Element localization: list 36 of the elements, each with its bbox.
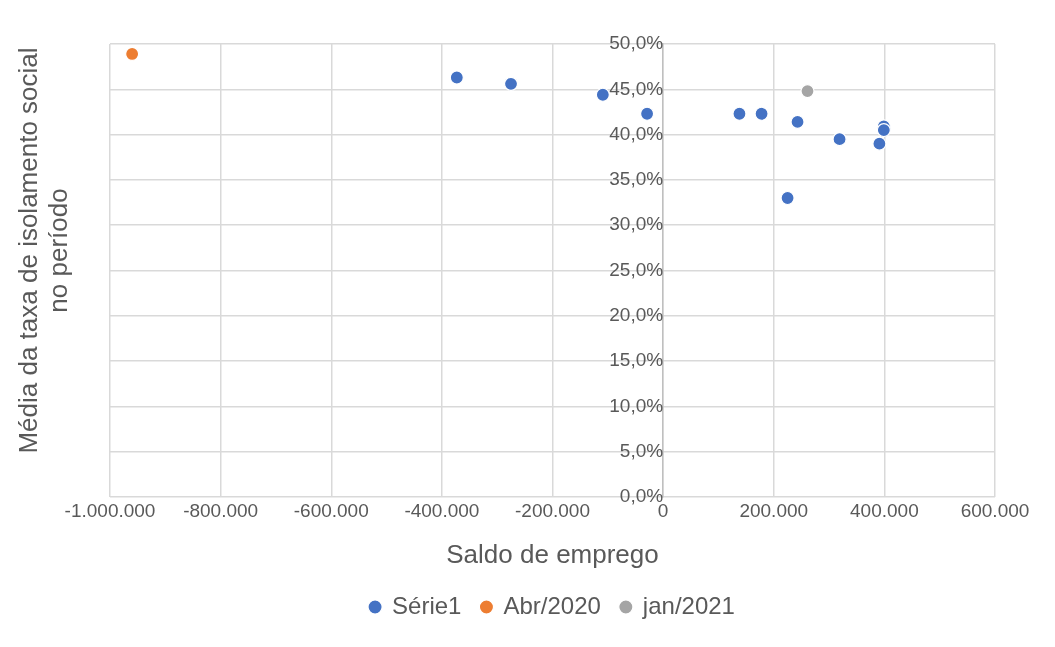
point bbox=[503, 76, 519, 91]
x-tick-label: 400.000 bbox=[850, 499, 919, 521]
x-axis-title: Saldo de emprego bbox=[446, 538, 659, 569]
y-tick-label: 15,0% bbox=[609, 349, 664, 371]
legend-label: Abr/2020 bbox=[503, 591, 601, 619]
y-tick-label: 35,0% bbox=[609, 168, 664, 190]
point bbox=[732, 106, 747, 121]
x-tick-label: -400.000 bbox=[404, 499, 480, 521]
legend-label: jan/2021 bbox=[641, 591, 735, 619]
point bbox=[754, 106, 769, 121]
point bbox=[595, 87, 610, 102]
y-tick-label: 10,0% bbox=[609, 394, 664, 416]
x-tick-label: -200.000 bbox=[514, 499, 591, 521]
y-tick-label: 50,0% bbox=[609, 32, 664, 54]
point bbox=[790, 114, 805, 130]
y-axis-title: Média da taxa de isolamento social no período bbox=[13, 47, 74, 454]
x-tick-label: 600.000 bbox=[960, 499, 1030, 521]
point bbox=[780, 190, 795, 206]
y-tick-label: 30,0% bbox=[609, 213, 664, 235]
point bbox=[872, 136, 887, 151]
x-tick-label: -1.000.000 bbox=[64, 499, 156, 521]
x-tick-label: -600.000 bbox=[293, 499, 369, 521]
point bbox=[800, 84, 815, 99]
point bbox=[876, 122, 891, 138]
y-tick-label: 5,0% bbox=[619, 439, 664, 461]
point bbox=[449, 70, 464, 85]
point bbox=[125, 46, 140, 62]
x-tick-label: 200.000 bbox=[739, 499, 809, 521]
legend-label: Série1 bbox=[392, 591, 462, 619]
y-tick-label: 20,0% bbox=[609, 304, 664, 326]
y-tick-label: 45,0% bbox=[609, 77, 664, 99]
x-tick-label: -800.000 bbox=[183, 499, 259, 521]
point bbox=[832, 132, 847, 147]
y-tick-label: 40,0% bbox=[609, 122, 664, 144]
y-tick-label: 25,0% bbox=[609, 258, 664, 280]
point bbox=[639, 106, 655, 121]
